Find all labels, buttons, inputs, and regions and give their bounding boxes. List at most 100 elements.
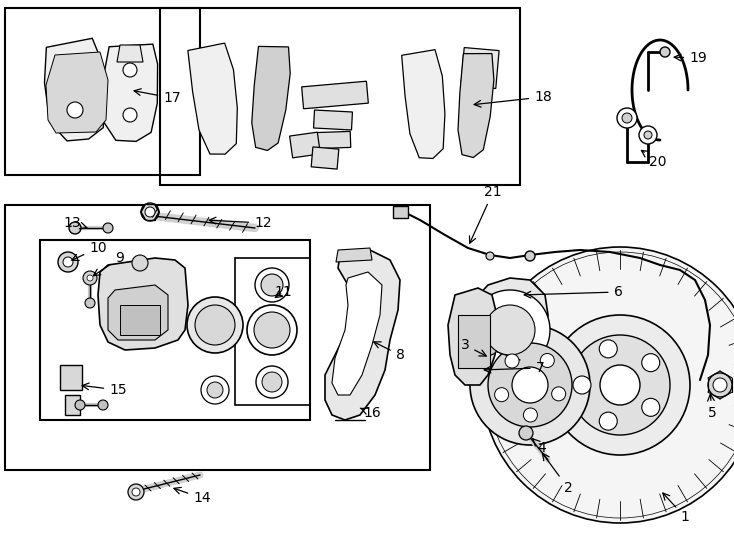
Text: 7: 7 xyxy=(484,361,545,375)
Text: 6: 6 xyxy=(524,285,622,299)
Circle shape xyxy=(483,341,497,355)
Circle shape xyxy=(256,366,288,398)
Polygon shape xyxy=(458,53,494,158)
Circle shape xyxy=(486,252,494,260)
Circle shape xyxy=(599,412,617,430)
Circle shape xyxy=(617,108,637,128)
Circle shape xyxy=(570,335,670,435)
Circle shape xyxy=(512,367,548,403)
Circle shape xyxy=(63,257,73,267)
Polygon shape xyxy=(108,285,168,340)
Circle shape xyxy=(644,131,652,139)
Text: 19: 19 xyxy=(674,51,707,65)
Circle shape xyxy=(85,298,95,308)
Polygon shape xyxy=(401,50,445,158)
Circle shape xyxy=(600,365,640,405)
Circle shape xyxy=(519,426,533,440)
Polygon shape xyxy=(332,272,382,395)
Circle shape xyxy=(58,252,78,272)
Bar xyxy=(160,8,520,185)
Text: 20: 20 xyxy=(642,151,666,169)
Bar xyxy=(458,315,490,368)
Text: 18: 18 xyxy=(474,90,552,107)
Polygon shape xyxy=(45,38,106,141)
Circle shape xyxy=(247,305,297,355)
Circle shape xyxy=(132,488,140,496)
Polygon shape xyxy=(117,45,143,62)
Bar xyxy=(5,205,430,470)
Circle shape xyxy=(67,102,83,118)
Text: 12: 12 xyxy=(209,216,272,230)
Bar xyxy=(235,258,310,405)
Polygon shape xyxy=(188,43,237,154)
Bar xyxy=(40,240,310,420)
Text: 1: 1 xyxy=(663,493,689,524)
Text: 13: 13 xyxy=(63,216,87,230)
Circle shape xyxy=(195,305,235,345)
Circle shape xyxy=(470,290,550,370)
Circle shape xyxy=(207,382,223,398)
Text: 2: 2 xyxy=(542,454,573,495)
Circle shape xyxy=(128,484,144,500)
Text: 4: 4 xyxy=(533,438,546,455)
Polygon shape xyxy=(325,250,400,420)
Circle shape xyxy=(713,378,727,392)
Circle shape xyxy=(708,373,732,397)
Polygon shape xyxy=(313,110,352,130)
Circle shape xyxy=(261,274,283,296)
Circle shape xyxy=(75,400,85,410)
Text: 9: 9 xyxy=(93,251,125,276)
Bar xyxy=(120,305,160,335)
Polygon shape xyxy=(98,258,188,350)
Circle shape xyxy=(552,387,566,401)
Circle shape xyxy=(123,63,137,77)
Circle shape xyxy=(488,343,572,427)
Text: 10: 10 xyxy=(72,241,107,260)
Polygon shape xyxy=(311,147,339,169)
Circle shape xyxy=(540,354,554,368)
Polygon shape xyxy=(103,44,158,141)
Circle shape xyxy=(523,408,537,422)
Text: 14: 14 xyxy=(174,488,211,505)
Polygon shape xyxy=(470,278,548,370)
Circle shape xyxy=(87,275,93,281)
Polygon shape xyxy=(46,52,108,133)
Circle shape xyxy=(145,207,155,217)
Circle shape xyxy=(262,372,282,392)
Circle shape xyxy=(141,203,159,221)
Text: 5: 5 xyxy=(708,394,716,420)
Circle shape xyxy=(482,247,734,523)
Circle shape xyxy=(639,126,657,144)
Circle shape xyxy=(470,325,590,445)
Circle shape xyxy=(123,108,137,122)
Bar xyxy=(5,8,200,175)
Text: 8: 8 xyxy=(374,342,404,362)
Circle shape xyxy=(255,268,289,302)
Polygon shape xyxy=(315,131,351,148)
Text: 21: 21 xyxy=(470,185,502,243)
Polygon shape xyxy=(290,132,321,158)
Circle shape xyxy=(525,251,535,261)
Text: 11: 11 xyxy=(274,285,292,299)
Circle shape xyxy=(550,315,690,455)
Polygon shape xyxy=(461,48,499,89)
Circle shape xyxy=(187,297,243,353)
Text: 17: 17 xyxy=(134,89,181,105)
Circle shape xyxy=(660,47,670,57)
Circle shape xyxy=(599,340,617,358)
Text: 15: 15 xyxy=(82,383,127,397)
Polygon shape xyxy=(252,46,290,151)
Text: 16: 16 xyxy=(360,406,381,420)
Circle shape xyxy=(573,376,591,394)
Polygon shape xyxy=(302,81,368,109)
Circle shape xyxy=(622,113,632,123)
Circle shape xyxy=(201,376,229,404)
Text: 3: 3 xyxy=(461,338,487,356)
Circle shape xyxy=(505,354,519,368)
Circle shape xyxy=(132,255,148,271)
Circle shape xyxy=(69,222,81,234)
Bar xyxy=(393,206,408,218)
Circle shape xyxy=(98,400,108,410)
Circle shape xyxy=(642,399,660,416)
Circle shape xyxy=(642,354,660,372)
